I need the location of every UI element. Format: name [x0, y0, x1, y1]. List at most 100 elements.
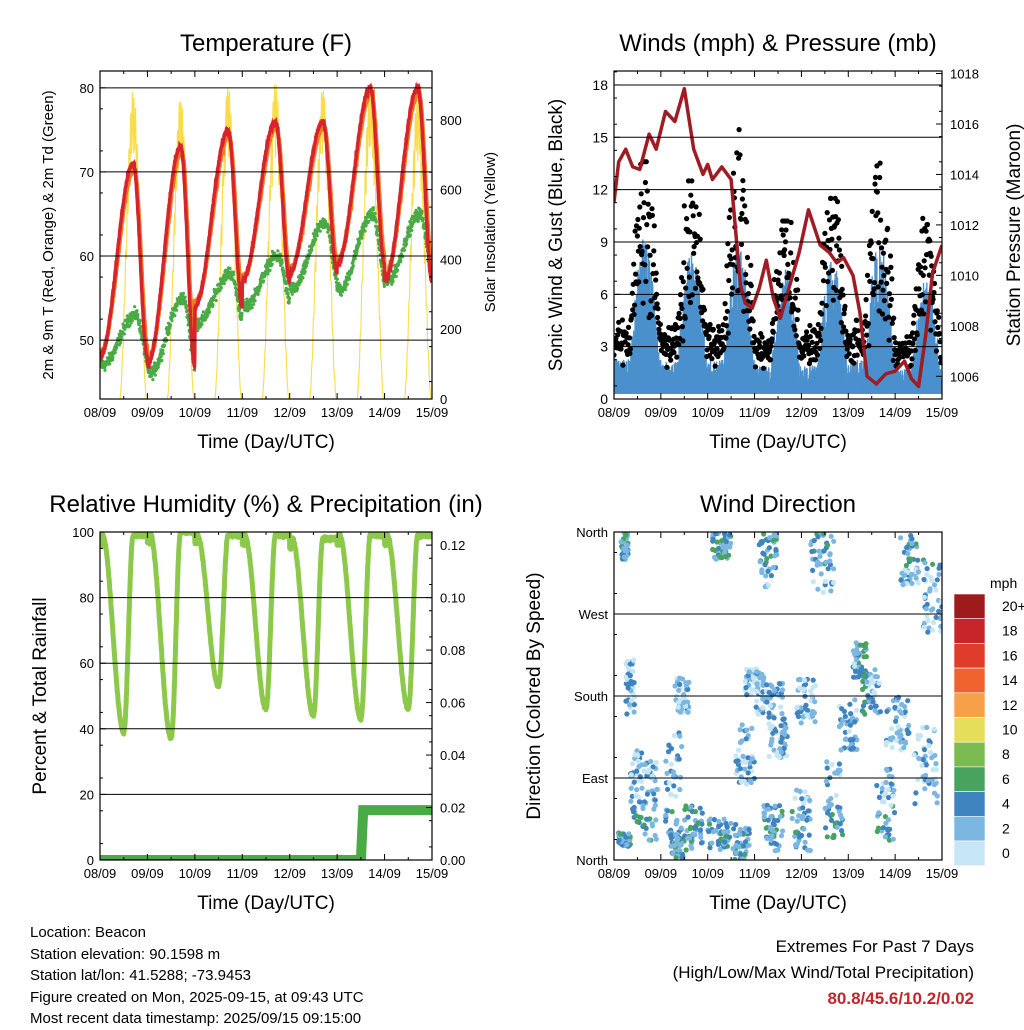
direction-point: [653, 817, 658, 822]
direction-point: [904, 563, 909, 568]
direction-point: [905, 698, 910, 703]
direction-point: [727, 835, 732, 840]
gust-point: [680, 338, 685, 343]
dewpoint-point: [268, 269, 271, 272]
gust-point: [630, 307, 635, 312]
gust-point: [921, 273, 926, 278]
gust-point: [681, 279, 686, 284]
y-tick-label: 50: [80, 333, 94, 348]
dewpoint-point: [251, 306, 254, 309]
direction-point: [774, 552, 779, 557]
dewpoint-point: [403, 249, 406, 252]
direction-point: [810, 568, 815, 573]
gust-point: [685, 266, 690, 271]
gust-point: [693, 204, 698, 209]
direction-point: [933, 761, 938, 766]
direction-point: [899, 711, 904, 716]
gust-point: [620, 317, 625, 322]
gust-point: [708, 322, 713, 327]
y-axis-label-right: Station Pressure (Maroon): [1004, 124, 1024, 347]
gust-point: [636, 279, 641, 284]
gust-point: [777, 270, 782, 275]
direction-point: [909, 572, 914, 577]
direction-point: [722, 817, 727, 822]
direction-point: [877, 681, 882, 686]
direction-point: [736, 844, 741, 849]
dewpoint-point: [396, 269, 399, 272]
direction-point: [915, 558, 920, 563]
dewpoint-point: [266, 272, 269, 275]
precip-series: [100, 810, 432, 860]
direction-point: [651, 791, 656, 796]
direction-point: [898, 578, 903, 583]
plot-area: [98, 85, 433, 400]
y-tick-label: 70: [80, 165, 94, 180]
direction-point: [813, 719, 818, 724]
dewpoint-point: [310, 249, 313, 252]
direction-point: [675, 836, 680, 841]
dewpoint-point: [167, 331, 170, 334]
x-tick-label: 15/09: [926, 405, 959, 420]
direction-point: [798, 789, 803, 794]
direction-point: [766, 807, 771, 812]
gust-point: [836, 236, 841, 241]
gust-point: [675, 325, 680, 330]
y-tick-label-right: 0: [440, 392, 447, 407]
direction-point: [829, 762, 834, 767]
direction-point: [724, 544, 729, 549]
gust-point: [878, 218, 883, 223]
direction-point: [824, 779, 829, 784]
direction-point: [653, 803, 658, 808]
direction-point: [782, 716, 787, 721]
x-tick-label: 11/09: [739, 405, 771, 420]
gust-point: [880, 311, 885, 316]
gust-point: [877, 175, 882, 180]
direction-point: [732, 857, 737, 862]
gust-point: [891, 316, 896, 321]
dewpoint-point: [163, 344, 166, 347]
gust-point: [723, 316, 728, 321]
gust-point: [783, 227, 788, 232]
gust-point: [751, 318, 756, 323]
direction-point: [707, 822, 712, 827]
direction-point: [758, 559, 763, 564]
x-tick-label: 11/09: [226, 405, 258, 420]
direction-point: [881, 825, 886, 830]
gust-point: [737, 152, 742, 157]
direction-point: [765, 569, 770, 574]
direction-point: [626, 831, 631, 836]
direction-point: [632, 805, 637, 810]
direction-point: [852, 697, 857, 702]
gust-point: [749, 283, 754, 288]
direction-point: [678, 775, 683, 780]
y-tick-label: 0: [87, 853, 94, 868]
direction-point: [824, 759, 829, 764]
direction-point: [916, 569, 921, 574]
gust-point: [882, 298, 887, 303]
y-tick-label: 0: [600, 391, 608, 407]
dewpoint-point: [288, 297, 291, 300]
direction-point: [828, 796, 833, 801]
direction-point: [924, 762, 929, 767]
gust-point: [768, 357, 773, 362]
direction-point: [831, 566, 836, 571]
dewpoint-point: [336, 278, 339, 281]
y-tick-label: 6: [600, 286, 608, 302]
gust-point: [688, 300, 693, 305]
direction-point: [864, 679, 869, 684]
direction-point: [807, 798, 812, 803]
dewpoint-point: [259, 284, 262, 287]
direction-point: [808, 542, 813, 547]
direction-point: [821, 590, 826, 595]
x-tick-label: 14/09: [368, 866, 401, 881]
direction-point: [638, 774, 643, 779]
direction-point: [830, 812, 835, 817]
direction-point: [811, 678, 816, 683]
direction-point: [689, 846, 694, 851]
gust-point: [671, 350, 676, 355]
x-tick-label: 12/09: [785, 405, 818, 420]
gust-point: [909, 363, 914, 368]
gust-point: [836, 217, 841, 222]
direction-point: [815, 587, 820, 592]
